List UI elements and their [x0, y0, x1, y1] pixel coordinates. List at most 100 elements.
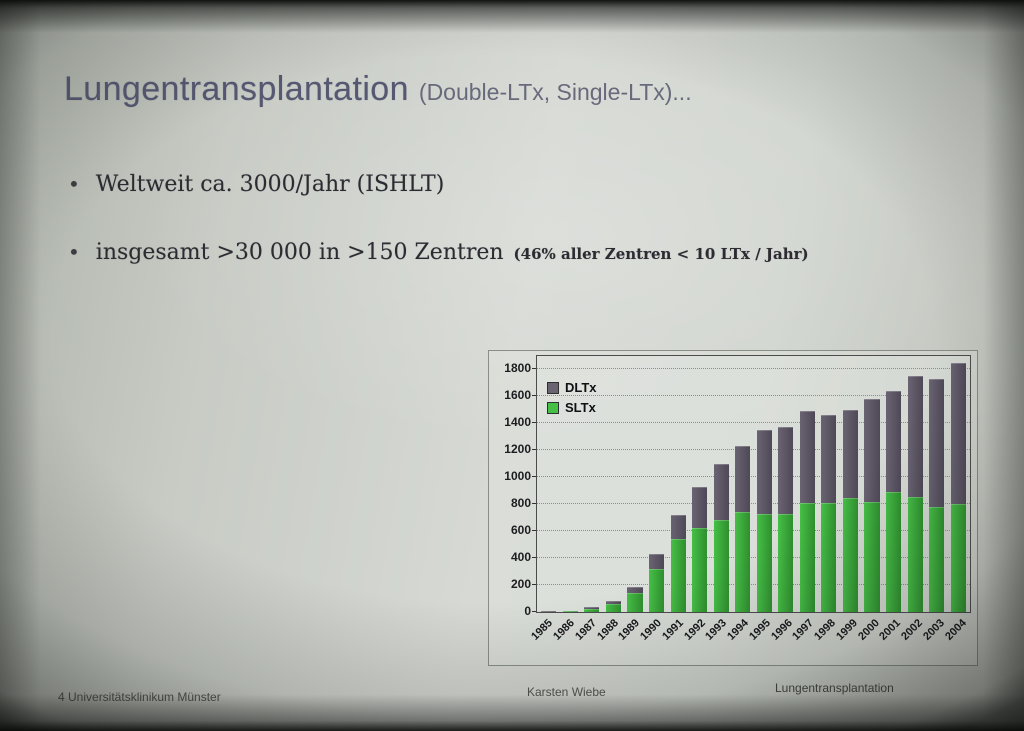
bar-segment-sltx [950, 504, 966, 612]
x-slot: 2004 [943, 614, 971, 662]
bullet-note-2: (46% aller Zentren < 10 LTx / Jahr) [513, 245, 809, 263]
bar-1989 [627, 356, 643, 612]
bullet-dot-icon: • [68, 172, 80, 196]
bar-segment-sltx [907, 497, 923, 612]
bar-segment-dltx [713, 463, 729, 521]
y-axis-tick [532, 503, 536, 505]
bar-segment-sltx [648, 568, 665, 612]
bar-segment-dltx [648, 554, 665, 569]
bar-segment-sltx [842, 498, 858, 612]
slide-title-row: Lungentransplantation (Double-LTx, Single… [64, 70, 692, 109]
y-axis-tick [532, 368, 536, 370]
bar-2001 [885, 356, 902, 612]
bar-slot [926, 356, 948, 612]
y-axis-label: 800 [510, 496, 531, 511]
bar-1996 [778, 356, 794, 612]
chart-x-axis: 1985 1986 1987 1988 1989 1990 1991 1992 1993 1994… [530, 614, 971, 662]
bar-2000 [864, 356, 880, 612]
bar-segment-sltx [821, 502, 837, 612]
footer-author: Karsten Wiebe [527, 685, 606, 699]
bar-segment-dltx [885, 391, 902, 493]
bar-segment-sltx [778, 513, 794, 612]
footer-institution: 4 Universitätsklinikum Münster [58, 690, 221, 704]
bar-segment-sltx [562, 611, 578, 612]
bar-1994 [735, 356, 751, 612]
bullet-text-2: insgesamt >30 000 in >150 Zentren [95, 240, 504, 265]
bar-slot [861, 356, 883, 612]
bar-slot [947, 356, 969, 612]
bar-1995 [756, 356, 772, 612]
bar-segment-sltx [692, 528, 708, 612]
bar-segment-sltx [799, 502, 815, 612]
x-axis-label: 1985 [529, 617, 556, 643]
y-axis-label: 1400 [504, 415, 531, 430]
bar-segment-sltx [929, 506, 945, 612]
slide-title-suffix: (Double-LTx, Single-LTx)... [418, 79, 692, 105]
bar-1998 [821, 356, 837, 612]
bullet-item-1: • Weltweit ca. 3000/Jahr (ISHLT) [68, 172, 928, 197]
bar-slot [667, 356, 689, 612]
bar-segment-sltx [713, 520, 729, 612]
y-axis-tick [532, 449, 536, 451]
bar-segment-sltx [756, 513, 772, 612]
bullet-item-2: • insgesamt >30 000 in >150 Zentren (46% a… [68, 240, 928, 265]
bar-1991 [670, 356, 686, 612]
y-axis-label: 1200 [504, 442, 531, 457]
bar-segment-dltx [778, 427, 794, 514]
footer-topic: Lungentransplantation [775, 681, 894, 695]
bar-segment-dltx [907, 376, 923, 498]
y-axis-label: 1600 [504, 388, 531, 403]
bar-segment-dltx [929, 378, 945, 507]
bar-segment-dltx [692, 486, 708, 529]
bullet-dot-icon: • [68, 240, 80, 264]
bar-2002 [907, 356, 923, 612]
y-axis-label: 0 [524, 604, 531, 618]
bar-segment-sltx [885, 492, 902, 612]
bar-1999 [842, 356, 858, 612]
bar-segment-dltx [864, 399, 880, 502]
bar-1987 [584, 356, 600, 612]
bar-segment-sltx [627, 593, 643, 612]
y-axis-tick [532, 422, 536, 424]
bar-slot [603, 356, 625, 612]
bar-2003 [929, 356, 945, 612]
y-axis-label: 1800 [504, 361, 531, 376]
bar-segment-sltx [864, 501, 880, 612]
bar-slot [818, 356, 840, 612]
bar-slot [624, 356, 646, 612]
y-axis-tick [532, 584, 536, 586]
bar-segment-sltx [670, 538, 686, 612]
y-axis-tick [532, 557, 536, 559]
bar-segment-sltx [605, 603, 621, 612]
bar-segment-dltx [670, 515, 686, 539]
bar-slot [581, 356, 603, 612]
bar-segment-dltx [799, 411, 815, 503]
bar-slot [753, 356, 775, 612]
bar-slot [883, 356, 905, 612]
bar-segment-dltx [821, 415, 837, 503]
bar-segment-sltx [735, 512, 751, 612]
y-axis-label: 400 [510, 550, 531, 565]
bar-segment-sltx [584, 608, 600, 612]
chart-plot: DLTx SLTx [536, 355, 971, 613]
bar-1988 [605, 356, 621, 612]
bar-segment-dltx [735, 446, 751, 513]
y-axis-tick [532, 476, 536, 478]
bar-1997 [799, 356, 815, 612]
bar-segment-dltx [756, 430, 772, 514]
bar-segment-dltx [950, 362, 966, 505]
bar-slot [775, 356, 797, 612]
bar-slot [538, 356, 560, 612]
bar-1993 [713, 356, 729, 612]
y-axis-tick [532, 530, 536, 532]
bar-slot [689, 356, 711, 612]
bars [537, 356, 970, 612]
bar-segment-dltx [842, 409, 858, 499]
bar-1985 [541, 356, 557, 612]
bullet-text-1: Weltweit ca. 3000/Jahr (ISHLT) [95, 172, 445, 197]
chart: DLTx SLTx 1985 1986 1987 1988 1989 1990 1991 199… [488, 350, 978, 666]
y-axis-label: 1000 [504, 469, 531, 484]
bar-slot [797, 356, 819, 612]
